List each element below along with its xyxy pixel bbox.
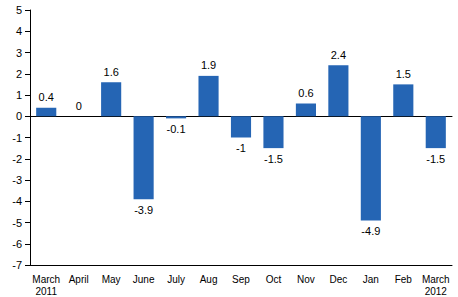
svg-text:1.5: 1.5 bbox=[396, 68, 411, 80]
svg-text:5: 5 bbox=[16, 4, 22, 16]
svg-text:-1.5: -1.5 bbox=[426, 153, 445, 165]
svg-text:-6: -6 bbox=[12, 238, 22, 250]
svg-text:-7: -7 bbox=[12, 259, 22, 271]
svg-text:-4.9: -4.9 bbox=[361, 225, 380, 237]
svg-text:Aug: Aug bbox=[200, 274, 218, 285]
svg-text:-1: -1 bbox=[236, 142, 246, 154]
svg-text:March: March bbox=[32, 274, 60, 285]
svg-text:4: 4 bbox=[16, 25, 22, 37]
svg-text:Nov: Nov bbox=[297, 274, 315, 285]
svg-text:March: March bbox=[422, 274, 450, 285]
svg-text:2: 2 bbox=[16, 68, 22, 80]
svg-text:2011: 2011 bbox=[35, 286, 57, 297]
svg-text:0.4: 0.4 bbox=[39, 91, 54, 103]
svg-text:June: June bbox=[133, 274, 155, 285]
svg-text:3: 3 bbox=[16, 47, 22, 59]
svg-text:1: 1 bbox=[16, 89, 22, 101]
svg-text:July: July bbox=[167, 274, 185, 285]
svg-text:1.6: 1.6 bbox=[104, 66, 119, 78]
svg-text:-4: -4 bbox=[12, 195, 22, 207]
svg-text:-2: -2 bbox=[12, 153, 22, 165]
svg-text:Dec: Dec bbox=[329, 274, 347, 285]
svg-text:0: 0 bbox=[76, 100, 82, 112]
svg-text:Oct: Oct bbox=[266, 274, 282, 285]
svg-text:April: April bbox=[69, 274, 89, 285]
svg-text:0: 0 bbox=[16, 110, 22, 122]
svg-text:-5: -5 bbox=[12, 217, 22, 229]
svg-text:Feb: Feb bbox=[395, 274, 413, 285]
svg-text:1.9: 1.9 bbox=[201, 59, 216, 71]
svg-text:-1.5: -1.5 bbox=[264, 153, 283, 165]
svg-text:-3: -3 bbox=[12, 174, 22, 186]
svg-text:-1: -1 bbox=[12, 132, 22, 144]
svg-text:2.4: 2.4 bbox=[331, 49, 346, 61]
svg-text:-3.9: -3.9 bbox=[134, 204, 153, 216]
svg-text:Jan: Jan bbox=[363, 274, 379, 285]
svg-text:-0.1: -0.1 bbox=[167, 123, 186, 135]
svg-text:May: May bbox=[102, 274, 121, 285]
svg-text:0.6: 0.6 bbox=[298, 87, 313, 99]
svg-text:2012: 2012 bbox=[425, 286, 448, 297]
svg-text:Sep: Sep bbox=[232, 274, 250, 285]
